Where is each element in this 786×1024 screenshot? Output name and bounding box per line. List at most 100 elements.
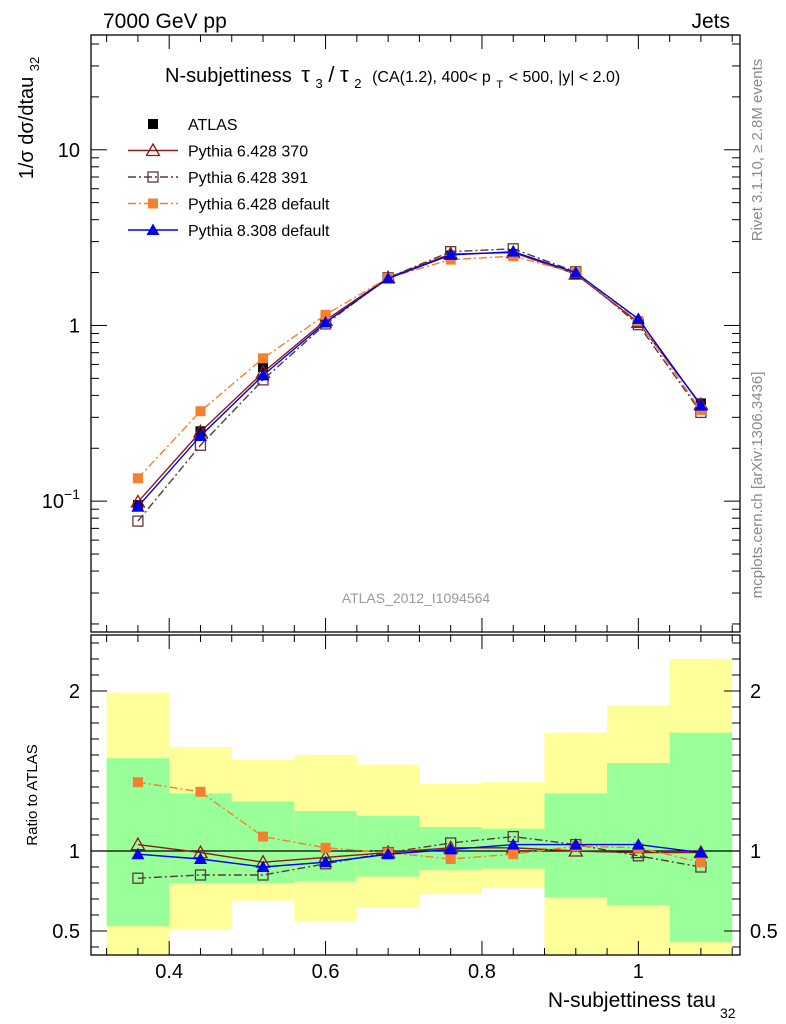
ratio-point-pythia-6-428-default <box>508 849 519 860</box>
ratio-point-pythia-8-308-default <box>631 838 645 850</box>
ratio-line-pythia-8-308-default <box>137 843 701 868</box>
ratio-y-tick-label-left: 1 <box>69 841 80 863</box>
main-point-pythia-8-308-default <box>319 315 333 328</box>
ratio-y-tick-label-left: 0.5 <box>52 921 80 943</box>
main-point-pythia-8-308-default <box>506 245 520 257</box>
ratio-point-pythia-8-308-default <box>444 842 458 855</box>
analysis-watermark: ATLAS_2012_I1094564 <box>342 590 491 606</box>
legend-marker-pythia-6-428-default <box>148 198 158 209</box>
x-tick-label: 0.8 <box>468 961 496 983</box>
title-cuts-1: (CA(1.2), 400< p <box>372 69 491 86</box>
main-title: N-subjettiness τ 3 / τ 2 (CA(1.2), 400< … <box>165 62 620 93</box>
ratio-line-pythia-6-428-370 <box>137 843 701 863</box>
ratio-point-pythia-8-308-default <box>506 838 520 850</box>
title-cuts-sub: T <box>496 79 503 91</box>
title-sub-a: 3 <box>316 76 323 91</box>
ratio-point-pythia-6-428-391 <box>194 869 207 881</box>
ratio-point-pythia-8-308-default <box>569 838 583 850</box>
x-axis-label: N-subjettiness tau <box>548 989 716 1012</box>
main-ylabel-text: 1/σ dσ/dtau <box>16 77 38 180</box>
ratio-plot-frame <box>90 634 741 956</box>
ratio-line-pythia-6-428-default <box>137 781 702 863</box>
ratio-y-tick-label-right: 0.5 <box>750 921 778 943</box>
main-ylabel-sub: 32 <box>27 57 42 71</box>
x-axis-label-sub: 32 <box>720 1005 736 1021</box>
jets-label: Jets <box>691 10 730 33</box>
legend-label-pythia-6-428-391: Pythia 6.428 391 <box>188 170 308 187</box>
ratio-point-pythia-6-428-default <box>320 842 331 853</box>
ratio-point-pythia-6-428-default <box>258 831 269 842</box>
main-point-pythia-8-308-default <box>444 248 458 260</box>
ratio-point-pythia-8-308-default <box>193 852 207 864</box>
main-point-pythia-8-308-default <box>256 368 270 381</box>
x-axis-label-text: N-subjettiness tau <box>548 989 716 1012</box>
legend-marker-atlas <box>148 119 158 129</box>
rivet-label: Rivet 3.1.10, ≥ 2.8M events <box>749 59 766 242</box>
main-y-tick-label: 10−1 <box>42 486 80 513</box>
inner-band-bin <box>669 732 733 943</box>
ratio-line-pythia-6-428-391 <box>137 835 702 879</box>
ratio-y-tick-label-left: 2 <box>69 681 80 703</box>
ratio-point-pythia-8-308-default <box>131 847 145 860</box>
ratio-series-group <box>130 777 709 884</box>
ratio-uncertainty-bands <box>106 659 733 955</box>
legend-marker-pythia-8-308-default <box>146 223 160 235</box>
inner-band-bin <box>607 763 670 906</box>
ratio-y-tick-label-right: 2 <box>750 681 761 703</box>
main-point-pythia-8-308-default <box>381 272 395 284</box>
ratio-point-pythia-6-428-default <box>445 854 456 864</box>
title-sub-b: 2 <box>354 76 361 91</box>
title-cuts-2: < 500, |y| < 2.0) <box>509 69 621 86</box>
main-point-pythia-8-308-default <box>631 312 645 324</box>
main-line-pythia-6-428-391 <box>137 248 702 522</box>
ratio-point-pythia-8-308-default <box>256 860 270 872</box>
main-y-tick-exp: −1 <box>64 486 80 502</box>
ratio-ylabel: Ratio to ATLAS <box>24 744 41 845</box>
ratio-point-pythia-8-308-default <box>319 855 333 868</box>
title-slash: / <box>328 62 335 87</box>
legend-label-pythia-6-428-default: Pythia 6.428 default <box>188 197 330 214</box>
ratio-point-pythia-6-428-default <box>695 857 706 868</box>
main-point-pythia-8-308-default <box>569 266 583 278</box>
title-tau-a: τ <box>301 62 310 87</box>
main-point-pythia-6-428-default <box>195 406 206 417</box>
main-y-tick-label: 1 <box>69 315 80 337</box>
x-tick-label: 0.4 <box>155 961 183 983</box>
legend-marker-pythia-6-428-391 <box>147 171 159 183</box>
ratio-point-pythia-6-428-391 <box>132 872 144 884</box>
mcplots-label: mcplots.cern.ch [arXiv:1306.3436] <box>749 372 766 599</box>
x-tick-label: 1 <box>633 961 644 983</box>
main-y-tick-base: 10 <box>42 491 64 513</box>
main-point-pythia-6-428-391 <box>132 515 144 527</box>
main-point-pythia-8-308-default <box>131 500 145 512</box>
ratio-point-pythia-8-308-default <box>381 847 395 860</box>
main-point-pythia-8-308-default <box>694 399 708 411</box>
main-point-pythia-6-428-default <box>258 353 269 364</box>
title-tau-b: τ <box>340 62 349 87</box>
title-main-text: N-subjettiness <box>165 65 292 87</box>
main-line-pythia-8-308-default <box>137 250 702 508</box>
inner-band-bin <box>169 793 232 883</box>
ratio-point-pythia-6-428-default <box>195 786 206 797</box>
main-line-pythia-6-428-default <box>137 255 702 479</box>
x-tick-label: 0.6 <box>312 961 340 983</box>
legend-label-pythia-8-308-default: Pythia 8.308 default <box>188 223 330 240</box>
main-y-tick-label: 10 <box>58 140 80 162</box>
ratio-point-pythia-8-308-default <box>694 846 708 858</box>
main-point-pythia-6-428-default <box>132 473 143 484</box>
ratio-y-tick-label-right: 1 <box>750 841 761 863</box>
main-y-tick-base: 10 <box>58 140 80 162</box>
main-series-group <box>130 243 709 527</box>
legend-label-atlas: ATLAS <box>188 117 238 134</box>
main-line-pythia-6-428-370 <box>137 251 702 503</box>
legend-label-pythia-6-428-370: Pythia 6.428 370 <box>188 144 308 161</box>
ratio-point-pythia-6-428-default <box>132 777 143 788</box>
energy-label: 7000 GeV pp <box>103 10 227 33</box>
main-y-tick-base: 1 <box>69 315 80 337</box>
main-point-pythia-8-308-default <box>193 429 207 441</box>
legend: ATLAS Pythia 6.428 370 Pythia 6.428 391 Pyt… <box>128 117 330 240</box>
main-ylabel: 1/σ dσ/dtau 32 <box>16 57 42 180</box>
legend-marker-pythia-6-428-370 <box>145 142 161 157</box>
